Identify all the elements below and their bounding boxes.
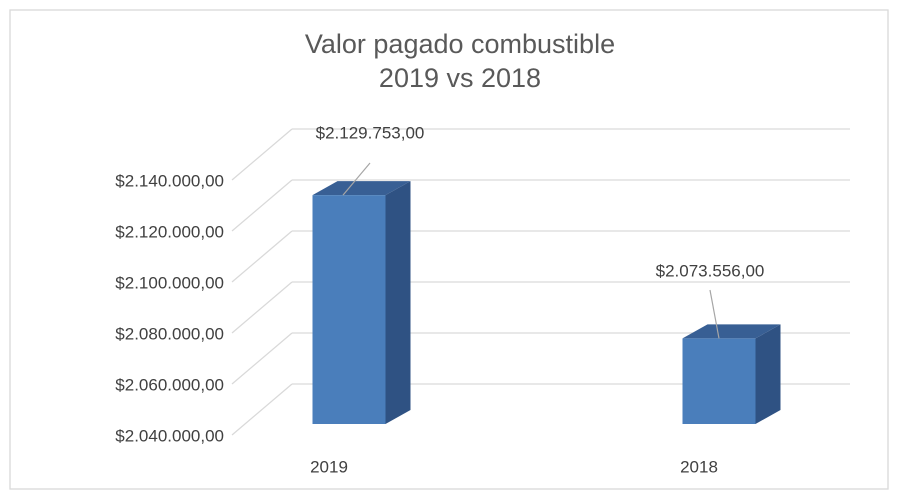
y-tick-label: $2.080.000,00 — [115, 324, 224, 343]
grid-line — [231, 383, 293, 436]
data-label: $2.073.556,00 — [656, 261, 765, 280]
grid-line — [231, 332, 293, 385]
grid-line — [231, 230, 293, 283]
bar-front — [312, 195, 386, 424]
bar-top — [312, 181, 411, 196]
leader-line — [709, 289, 720, 339]
bar-side — [755, 324, 781, 424]
x-tick-label: 2018 — [680, 457, 718, 476]
bar — [312, 181, 411, 424]
y-tick-label: $2.060.000,00 — [115, 375, 224, 394]
y-tick-label: $2.140.000,00 — [115, 171, 224, 190]
chart-title: 2019 vs 2018 — [379, 63, 541, 93]
y-tick-label: $2.120.000,00 — [115, 222, 224, 241]
bar — [682, 324, 781, 424]
x-tick-label: 2019 — [310, 457, 348, 476]
bar-front — [682, 338, 756, 424]
chart-title: Valor pagado combustible — [305, 29, 615, 59]
bar-top — [682, 324, 781, 339]
y-tick-label: $2.040.000,00 — [115, 426, 224, 445]
bar-side — [385, 181, 411, 424]
grid-line — [231, 179, 293, 232]
grid-line — [231, 281, 293, 334]
leader-line — [342, 162, 371, 196]
data-label: $2.129.753,00 — [316, 123, 425, 142]
grid-line — [231, 128, 293, 181]
y-tick-label: $2.100.000,00 — [115, 273, 224, 292]
